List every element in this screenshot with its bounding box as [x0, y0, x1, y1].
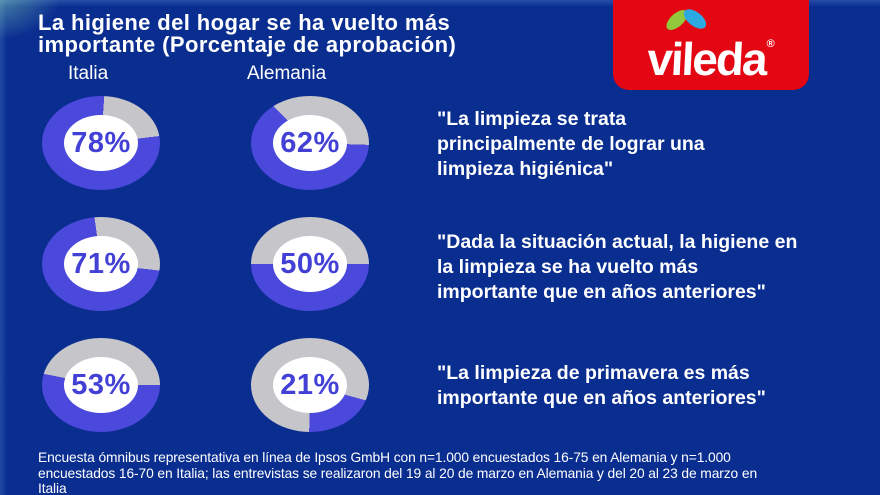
donut-percent-label: 53%: [71, 368, 131, 401]
donut-hole: 50%: [273, 236, 347, 292]
donut-hole: 71%: [64, 236, 138, 292]
donut-percent-label: 78%: [71, 126, 131, 159]
donut-italia-row2: 71%: [42, 217, 160, 311]
registered-mark: ®: [766, 38, 775, 50]
donut-percent-label: 71%: [71, 247, 131, 280]
page-title: La higiene del hogar se ha vuelto más im…: [38, 10, 457, 57]
brand-logo: vileda®: [613, 0, 809, 90]
column-header-italia: Italia: [68, 63, 109, 84]
brand-wordmark: vileda®: [611, 21, 810, 85]
column-header-alemania: Alemania: [247, 63, 327, 84]
quote-row2: "Dada la situación actual, la higiene en…: [437, 231, 798, 303]
donut-hole: 62%: [273, 115, 347, 171]
donut-percent-label: 21%: [280, 368, 340, 401]
donut-percent-label: 50%: [280, 247, 340, 280]
footer-note: Encuesta ómnibus representativa en línea…: [38, 450, 758, 495]
donut-alemania-row1: 62%: [251, 96, 369, 190]
donut-hole: 21%: [273, 357, 347, 413]
donut-alemania-row2: 50%: [251, 217, 369, 311]
quote-row1: "La limpieza se trata principalmente de …: [437, 108, 705, 180]
donut-italia-row1: 78%: [42, 96, 160, 190]
vileda-leaf-icon: [666, 9, 707, 30]
donut-percent-label: 62%: [280, 126, 340, 159]
quote-row3: "La limpieza de primavera es más importa…: [437, 362, 766, 409]
donut-hole: 78%: [64, 115, 138, 171]
brand-text: vileda: [645, 33, 768, 85]
donut-alemania-row3: 21%: [251, 338, 369, 432]
donut-hole: 53%: [64, 357, 138, 413]
donut-italia-row3: 53%: [42, 338, 160, 432]
